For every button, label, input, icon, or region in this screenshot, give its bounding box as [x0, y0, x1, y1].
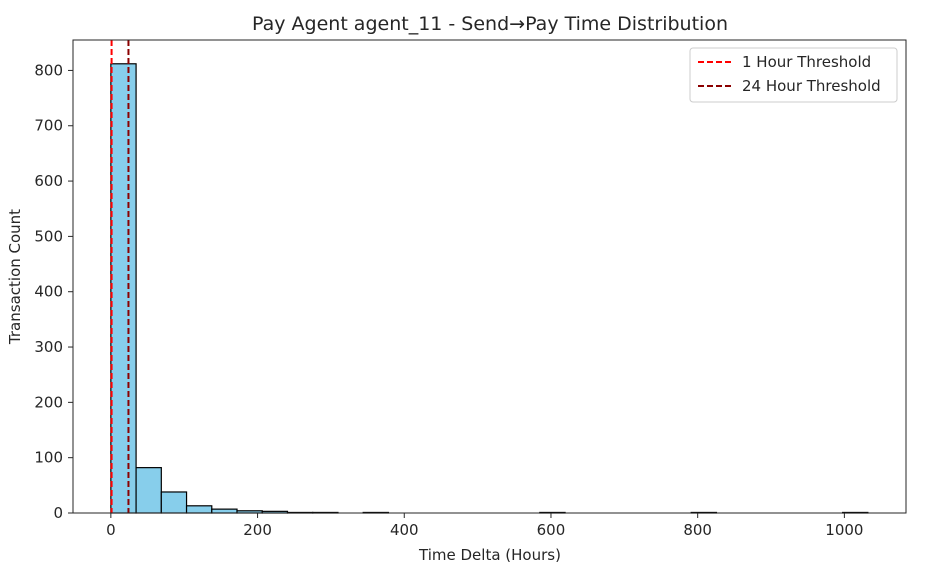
plot-frame [72, 39, 907, 514]
legend-label-24h: 24 Hour Threshold [742, 77, 881, 95]
y-tick-label: 700 [34, 117, 63, 135]
histogram-bar [185, 505, 213, 514]
x-axis-label: Time Delta (Hours) [418, 546, 561, 564]
x-tick-label: 400 [390, 521, 419, 539]
y-tick-label: 500 [34, 227, 63, 245]
y-tick-label: 300 [34, 338, 63, 356]
y-axis-ticks: 0 100 200 300 400 500 600 700 800 [34, 61, 73, 522]
chart-title: Pay Agent agent_11 - Send→Pay Time Distr… [252, 13, 728, 35]
y-tick-label: 400 [34, 283, 63, 301]
y-tick-label: 200 [34, 393, 63, 411]
y-tick-label: 600 [34, 172, 63, 190]
x-tick-label: 1000 [825, 521, 863, 539]
x-tick-label: 800 [683, 521, 712, 539]
histogram-bar [135, 467, 162, 514]
x-tick-label: 600 [537, 521, 566, 539]
y-tick-label: 0 [53, 504, 63, 522]
threshold-lines [110, 40, 130, 513]
histogram-bar [211, 508, 238, 514]
y-axis-label: Transaction Count [6, 209, 24, 345]
y-tick-label: 100 [34, 449, 63, 467]
x-tick-label: 0 [106, 521, 116, 539]
x-tick-label: 200 [243, 521, 272, 539]
histogram-bar [110, 63, 137, 514]
x-axis-ticks: 0 200 400 600 800 1000 [106, 513, 863, 539]
histogram-bar [160, 491, 188, 514]
y-tick-label: 800 [34, 61, 63, 79]
legend-label-1h: 1 Hour Threshold [742, 53, 871, 71]
legend-box [689, 47, 898, 103]
bars-group [110, 63, 869, 514]
legend: 1 Hour Threshold 24 Hour Threshold [689, 47, 898, 103]
